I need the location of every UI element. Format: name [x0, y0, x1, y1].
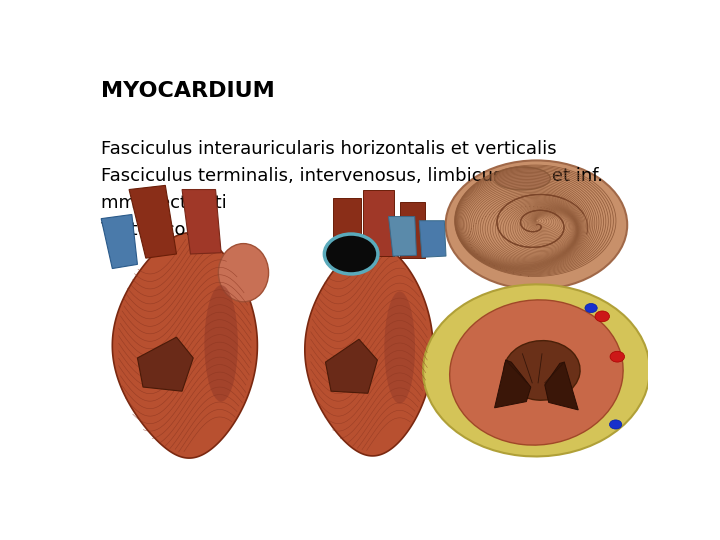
PathPatch shape [112, 233, 258, 458]
Circle shape [610, 420, 622, 429]
Ellipse shape [423, 285, 649, 456]
Polygon shape [400, 202, 425, 258]
Text: Fasciculus terminalis, intervenosus, limbicus sup. et inf.: Fasciculus terminalis, intervenosus, lim… [101, 167, 603, 185]
Circle shape [610, 352, 624, 362]
Text: MYOCARDIUM: MYOCARDIUM [101, 82, 275, 102]
Ellipse shape [450, 300, 623, 445]
Polygon shape [389, 217, 416, 256]
Text: Fasciculus interauricularis horizontalis et verticalis: Fasciculus interauricularis horizontalis… [101, 140, 557, 158]
Polygon shape [138, 337, 193, 391]
Polygon shape [545, 362, 578, 410]
PathPatch shape [305, 244, 433, 456]
Circle shape [585, 303, 597, 313]
Polygon shape [129, 185, 176, 258]
Circle shape [595, 311, 610, 322]
Text: mm. pectinati: mm. pectinati [101, 194, 227, 212]
Polygon shape [182, 190, 221, 254]
Ellipse shape [384, 292, 415, 404]
Polygon shape [101, 214, 138, 268]
Polygon shape [495, 360, 531, 408]
Text: Vortex cordis: Vortex cordis [101, 221, 219, 239]
Ellipse shape [204, 285, 238, 402]
Ellipse shape [446, 160, 627, 289]
Polygon shape [333, 198, 361, 258]
Ellipse shape [504, 341, 580, 400]
Ellipse shape [495, 167, 550, 190]
Polygon shape [364, 190, 394, 256]
Ellipse shape [218, 244, 269, 302]
Polygon shape [325, 339, 377, 393]
Polygon shape [419, 221, 446, 258]
Circle shape [324, 234, 378, 274]
